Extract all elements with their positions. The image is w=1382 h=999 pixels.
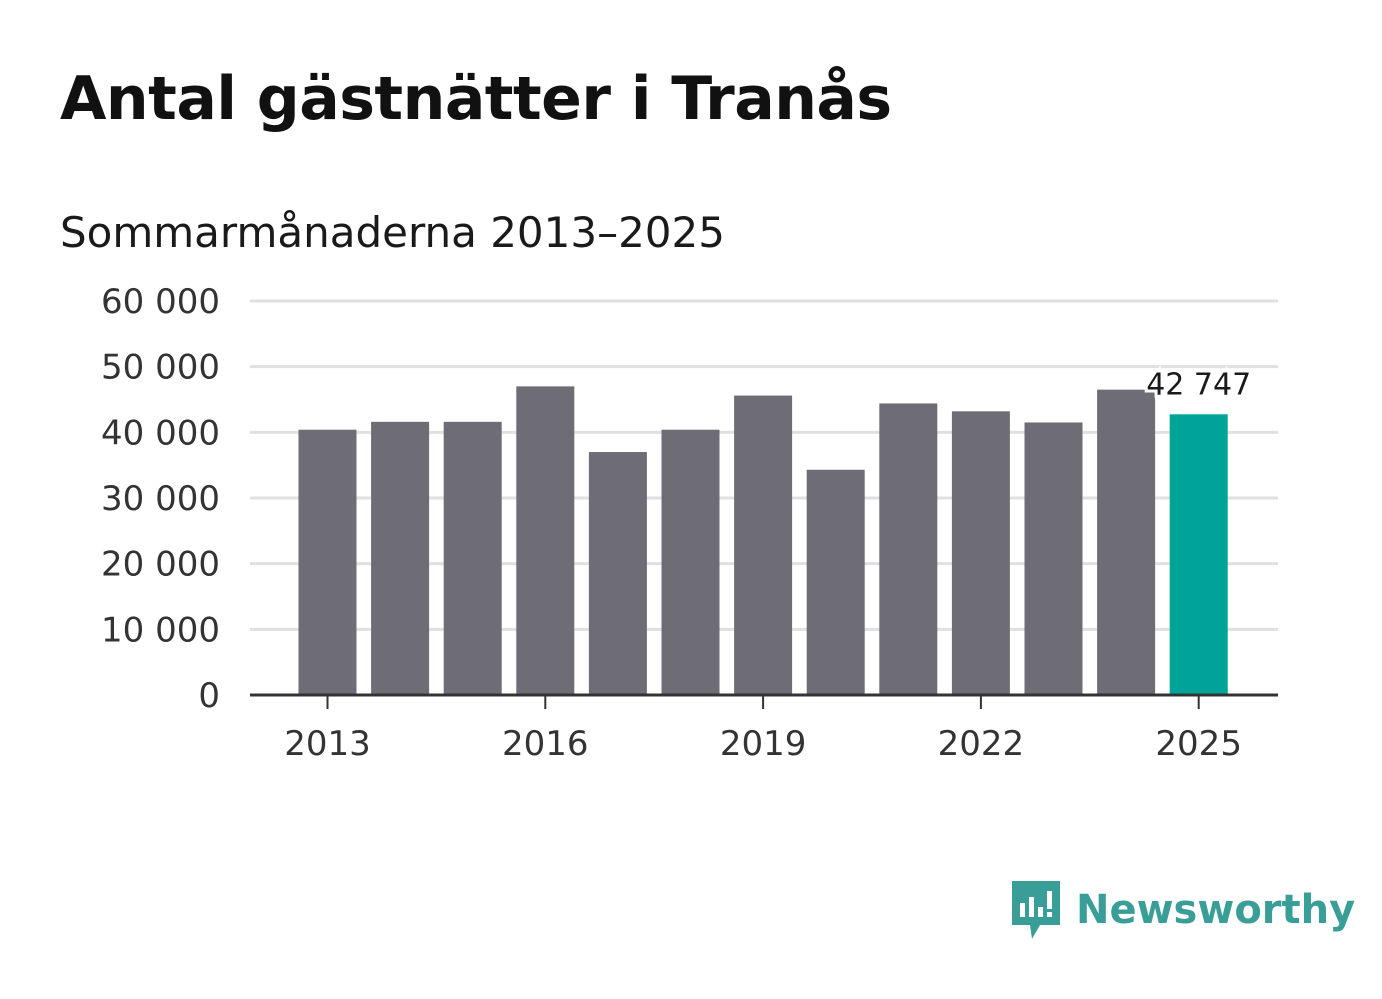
bar-2017 bbox=[588, 452, 647, 695]
y-tick-label: 0 bbox=[198, 676, 220, 716]
x-tick-label: 2025 bbox=[1155, 724, 1242, 764]
bars bbox=[298, 386, 1228, 695]
bar-2021 bbox=[879, 403, 938, 695]
axes bbox=[250, 693, 1278, 709]
y-tick-label: 20 000 bbox=[101, 545, 220, 585]
bar-2023 bbox=[1024, 422, 1083, 695]
bar-2014 bbox=[371, 421, 430, 695]
bar-2018 bbox=[661, 429, 720, 695]
y-tick-label: 30 000 bbox=[101, 479, 220, 519]
x-tick-label: 2019 bbox=[720, 724, 807, 764]
y-tick-label: 60 000 bbox=[101, 282, 220, 322]
bar-2024 bbox=[1097, 389, 1156, 695]
bar-2020 bbox=[806, 469, 865, 695]
x-tick-label: 2013 bbox=[284, 724, 371, 764]
y-tick-label: 10 000 bbox=[101, 610, 220, 650]
chart-subtitle: Sommarmånaderna 2013–2025 bbox=[60, 208, 725, 257]
bar-2015 bbox=[443, 421, 502, 695]
newsworthy-logo-icon bbox=[1012, 881, 1060, 939]
x-tick-label: 2016 bbox=[502, 724, 589, 764]
y-tick-label: 50 000 bbox=[101, 348, 220, 388]
bar-2022 bbox=[951, 411, 1010, 695]
x-tick-label: 2022 bbox=[938, 724, 1025, 764]
y-tick-label: 40 000 bbox=[101, 413, 220, 453]
bar-2019 bbox=[734, 395, 793, 695]
data-label: 42 747 bbox=[1146, 367, 1251, 402]
bar-2025 bbox=[1169, 414, 1228, 695]
brand-name: Newsworthy bbox=[1076, 887, 1356, 933]
bar-2016 bbox=[516, 386, 575, 695]
chart-title: Antal gästnätter i Tranås bbox=[60, 64, 892, 134]
newsworthy-logo: Newsworthy bbox=[1010, 878, 1355, 942]
labels: 0 10 000 20 000 30 000 40 000 50 000 60 000 201… bbox=[101, 282, 1254, 764]
bar-2013 bbox=[298, 429, 357, 695]
